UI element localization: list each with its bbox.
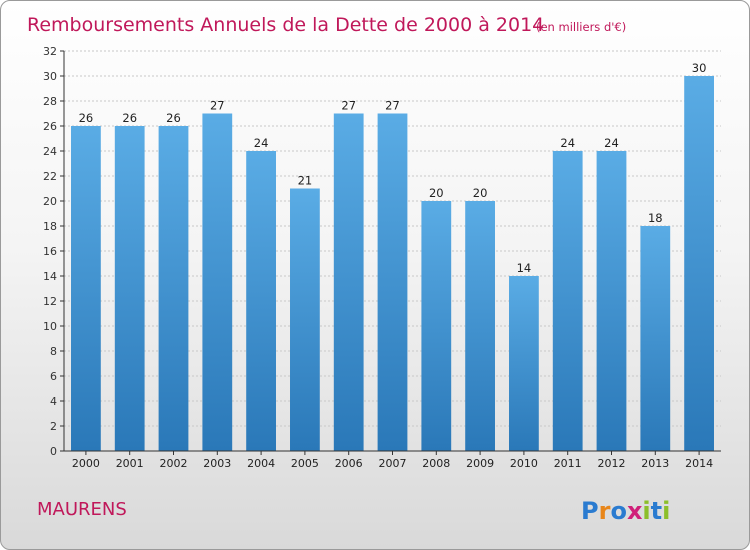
proxiti-logo: Proxiti — [581, 497, 670, 525]
commune-name: MAURENS — [37, 499, 127, 520]
value-label-2013: 18 — [648, 211, 663, 225]
x-tick-label-2014: 2014 — [685, 457, 713, 470]
bar-2014 — [684, 76, 714, 451]
proxiti-logo-letter: r — [599, 497, 611, 525]
value-label-2001: 26 — [122, 111, 137, 125]
bar-2000 — [71, 126, 101, 451]
x-tick-label-2008: 2008 — [422, 457, 450, 470]
x-tick-label-2000: 2000 — [72, 457, 100, 470]
bar-2004 — [246, 151, 276, 451]
y-tick-label: 10 — [43, 320, 57, 333]
value-label-2014: 30 — [692, 61, 707, 75]
y-tick-label: 20 — [43, 195, 57, 208]
x-tick-label-2005: 2005 — [291, 457, 319, 470]
value-label-2004: 24 — [254, 136, 269, 150]
y-tick-label: 12 — [43, 295, 57, 308]
value-label-2010: 14 — [517, 261, 532, 275]
bar-2002 — [158, 126, 189, 451]
bar-2013 — [640, 226, 671, 451]
y-tick-label: 18 — [43, 220, 57, 233]
y-tick-label: 4 — [50, 395, 57, 408]
x-tick-label-2001: 2001 — [116, 457, 144, 470]
value-label-2009: 20 — [473, 186, 488, 200]
x-tick-label-2009: 2009 — [466, 457, 494, 470]
bar-2011 — [552, 151, 583, 451]
proxiti-logo-letter: P — [581, 497, 599, 525]
y-tick-label: 2 — [50, 420, 57, 433]
value-label-2000: 26 — [79, 111, 94, 125]
bar-layer: 26 26 26 27 24 21 27 27 20 20 14 24 24 18 30 — [71, 61, 714, 451]
bar-2005 — [290, 188, 320, 451]
bar-2001 — [114, 126, 145, 451]
y-tick-label: 32 — [43, 45, 57, 58]
x-tick-label-2007: 2007 — [379, 457, 407, 470]
y-tick-label: 14 — [43, 270, 57, 283]
bar-2006 — [333, 113, 364, 451]
bar-2007 — [377, 113, 408, 451]
proxiti-logo-letter: x — [627, 497, 643, 525]
value-label-2011: 24 — [560, 136, 575, 150]
bar-2003 — [202, 113, 233, 451]
proxiti-logo-letter: i — [662, 497, 670, 525]
bar-2008 — [421, 201, 452, 451]
y-tick-label: 22 — [43, 170, 57, 183]
chart-subtitle: (en milliers d'€) — [536, 20, 626, 34]
value-label-2003: 27 — [210, 99, 225, 113]
bar-2010 — [509, 276, 539, 451]
x-tick-label-2002: 2002 — [160, 457, 188, 470]
chart-title: Remboursements Annuels de la Dette de 20… — [27, 14, 544, 36]
x-tick-label-2003: 2003 — [203, 457, 231, 470]
x-tick-label-2011: 2011 — [554, 457, 582, 470]
x-tick-label-2012: 2012 — [598, 457, 626, 470]
value-label-2012: 24 — [604, 136, 619, 150]
y-tick-label: 8 — [50, 345, 57, 358]
bar-2009 — [465, 201, 495, 451]
y-tick-label: 0 — [50, 445, 57, 458]
proxiti-logo-letter: o — [610, 497, 627, 525]
proxiti-logo-letter: t — [651, 497, 662, 525]
y-tick-label: 26 — [43, 120, 57, 133]
y-tick-label: 24 — [43, 145, 57, 158]
y-tick-label: 28 — [43, 95, 57, 108]
value-label-2006: 27 — [341, 99, 356, 113]
bar-2012 — [596, 151, 627, 451]
value-label-2008: 20 — [429, 186, 444, 200]
y-tick-label: 30 — [43, 70, 57, 83]
x-tick-label-2010: 2010 — [510, 457, 538, 470]
x-tick-label-2013: 2013 — [641, 457, 669, 470]
value-label-2005: 21 — [298, 174, 313, 188]
x-tick-label-2006: 2006 — [335, 457, 363, 470]
x-tick-label-2004: 2004 — [247, 457, 275, 470]
y-tick-label: 16 — [43, 245, 57, 258]
value-label-2002: 26 — [166, 111, 181, 125]
proxiti-logo-letter: i — [642, 497, 650, 525]
proxiti-logo-text: Proxiti — [581, 497, 670, 525]
value-label-2007: 27 — [385, 99, 400, 113]
y-tick-label: 6 — [50, 370, 57, 383]
